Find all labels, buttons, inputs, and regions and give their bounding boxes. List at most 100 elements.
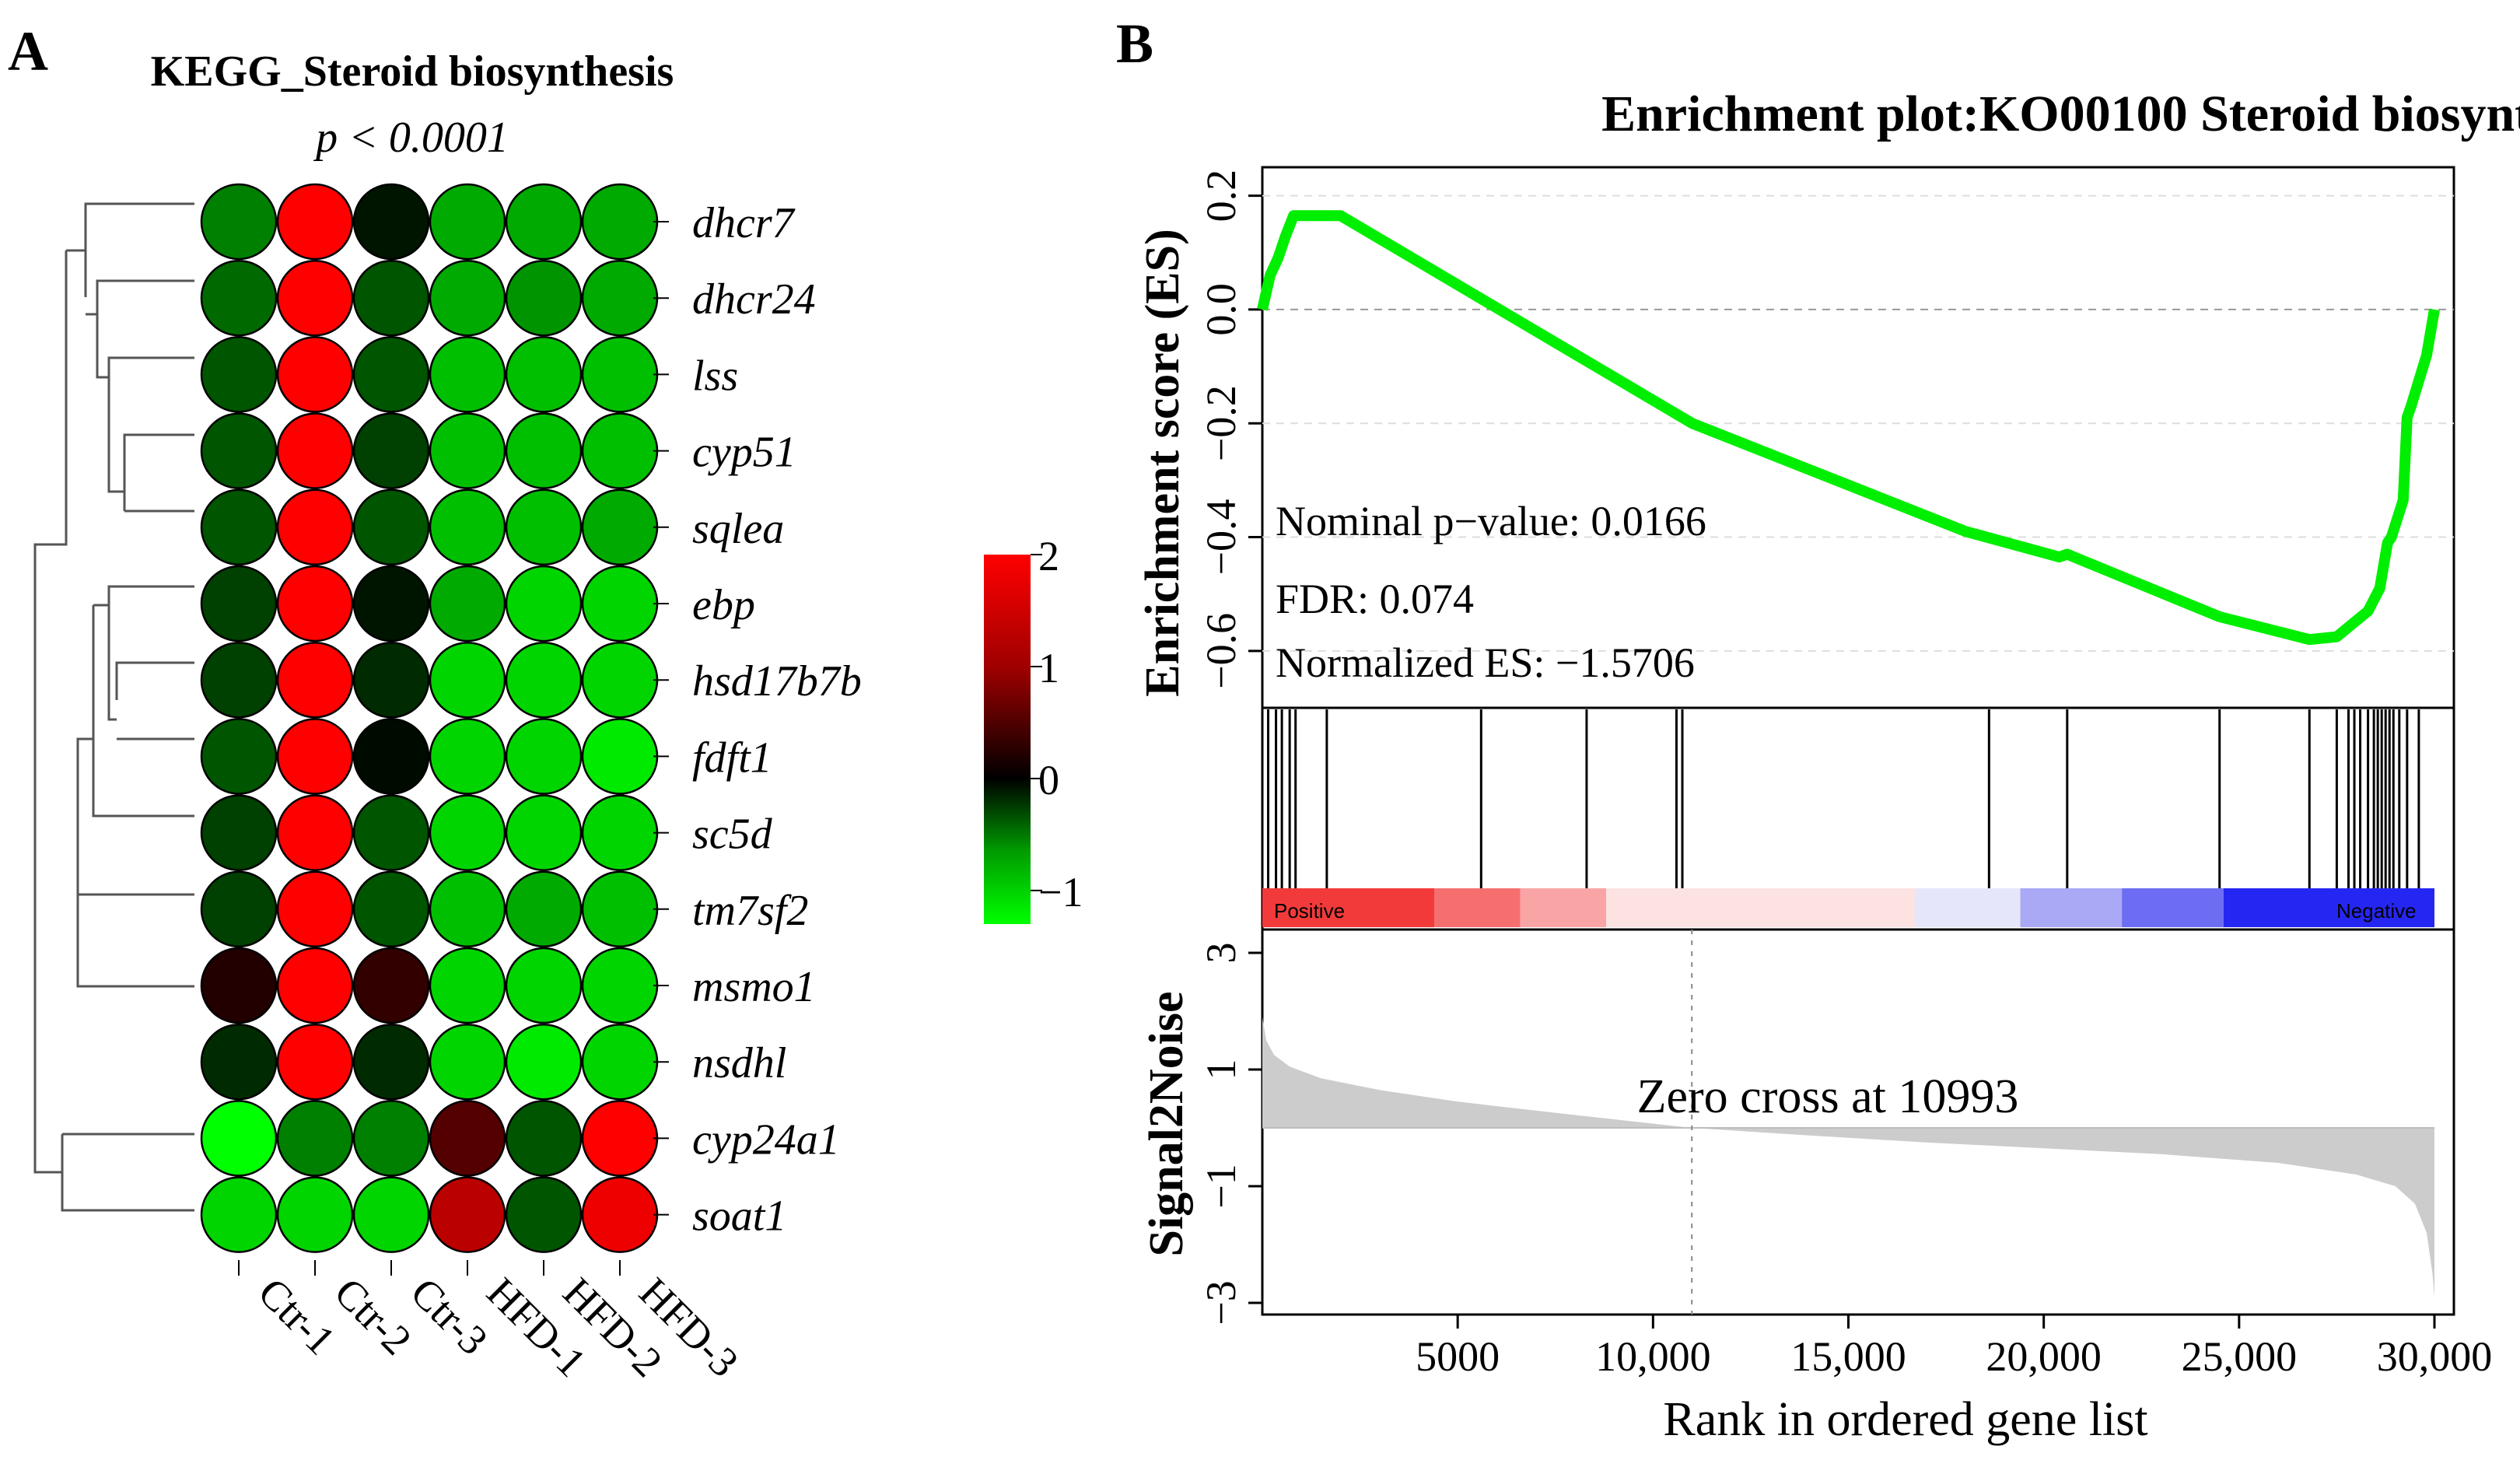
sample-label: Ctr-2 (326, 1269, 421, 1364)
es-y-tick-label: −0.6 (1198, 613, 1244, 689)
s2n-y-tick-label: −1 (1198, 1164, 1244, 1208)
heatmap-cell (505, 1100, 583, 1177)
rank-bar-segment (2020, 888, 2123, 927)
gene-label: sqlea (692, 505, 784, 553)
s2n-y-tick-label: 3 (1198, 943, 1244, 964)
rank-bar-negative-label: Negative (2336, 899, 2417, 923)
heatmap-cell (200, 259, 278, 337)
es-gridlines (1262, 194, 2454, 652)
heatmap-cell (429, 488, 506, 566)
heatmap-cell (505, 870, 583, 948)
heatmap-cell (352, 870, 430, 948)
rank-bar-positive-label: Positive (1274, 899, 1345, 923)
heatmap-cell (276, 565, 354, 642)
heatmap-cell (505, 412, 583, 489)
es-y-tick-label: −0.4 (1198, 499, 1244, 576)
heatmap-cell (505, 336, 583, 413)
colorbar-gradient (984, 555, 1031, 924)
heatmap-cell (200, 1176, 278, 1253)
rank-color-bar (1262, 888, 2434, 927)
s2n-x-tick-label: 5000 (1416, 1333, 1500, 1380)
heatmap-cell (352, 336, 430, 413)
heatmap-cell (581, 641, 659, 719)
gene-label: cyp24a1 (692, 1115, 840, 1164)
heatmap-cell (200, 870, 278, 948)
heatmap-cell (276, 1023, 354, 1101)
heatmap-cells (200, 183, 659, 1253)
gsea-title: Enrichment plot:KO00100 Steroid biosynth… (1601, 86, 2520, 142)
s2n-x-tick-label: 15,000 (1790, 1333, 1906, 1380)
heatmap-cell (276, 412, 354, 489)
es-y-tick-label: 0.2 (1198, 170, 1244, 222)
fdr-value: FDR: 0.074 (1276, 576, 1474, 622)
s2n-x-tick-label: 25,000 (2182, 1333, 2298, 1380)
heatmap-cell (352, 718, 430, 795)
gene-label: fdft1 (692, 734, 772, 782)
colorbar-tick-label: 0 (1038, 757, 1059, 804)
heatmap-cell (276, 794, 354, 871)
heatmap-cell (352, 259, 430, 337)
heatmap-cell (200, 947, 278, 1024)
heatmap-cell (429, 565, 506, 642)
heatmap-cell (276, 488, 354, 566)
heatmap-cell (505, 641, 583, 719)
nominal-p-value: Nominal p−value: 0.0166 (1276, 498, 1706, 544)
heatmap-cell (276, 947, 354, 1024)
es-y-ticks: 0.2 0.0 −0.2 −0.4 −0.6 (1198, 170, 1262, 689)
heatmap-cell (505, 947, 583, 1024)
heatmap-cell (581, 1023, 659, 1101)
gene-label: dhcr7 (692, 199, 796, 247)
heatmap-cell (352, 412, 430, 489)
heatmap-cell (276, 870, 354, 948)
heatmap-cell (352, 641, 430, 719)
panel-a-letter: A (8, 20, 48, 82)
panel-a: A KEGG_Steroid biosynthesis p < 0.0001 d… (8, 20, 1083, 1386)
heatmap-cell (200, 794, 278, 871)
heatmap-cell (505, 488, 583, 566)
heatmap-cell (352, 1023, 430, 1101)
s2n-x-tick-label: 20,000 (1986, 1333, 2102, 1380)
heatmap-cell (505, 794, 583, 871)
heatmap-cell (352, 565, 430, 642)
heatmap-cell (429, 870, 506, 948)
heatmap-cell (429, 1100, 506, 1177)
heatmap-cell (581, 870, 659, 948)
heatmap-cell (276, 718, 354, 795)
heatmap-cell (581, 1100, 659, 1177)
rank-bar-segment (1606, 888, 1915, 927)
heatmap-cell (200, 1100, 278, 1177)
heatmap-cell (429, 183, 506, 261)
heatmap-cell (200, 641, 278, 719)
heatmap-cell (200, 1023, 278, 1101)
es-y-tick-label: 0.0 (1198, 283, 1244, 336)
heatmap-subtitle: p < 0.0001 (313, 114, 509, 162)
signal2noise-area (1262, 1017, 2434, 1297)
heatmap-cell (581, 488, 659, 566)
heatmap-cell (200, 718, 278, 795)
heatmap-cell (429, 947, 506, 1024)
heatmap-cell (352, 183, 430, 261)
rank-bar-segment (2223, 888, 2434, 927)
sample-label: Ctr-1 (250, 1269, 345, 1364)
heatmap-cell (581, 183, 659, 261)
rank-bar-segment (1262, 888, 1435, 927)
rank-bar-segment (1914, 888, 2021, 927)
gene-label: tm7sf2 (692, 887, 808, 935)
heatmap-cell (200, 412, 278, 489)
heatmap-cell (581, 718, 659, 795)
s2n-y-tick-label: 1 (1198, 1059, 1244, 1080)
heatmap-cell (276, 1100, 354, 1177)
s2n-y-axis-title: Signal2Noise (1140, 991, 1193, 1256)
gene-label: msmo1 (692, 963, 816, 1011)
heatmap-cell (276, 641, 354, 719)
heatmap-cell (200, 565, 278, 642)
s2n-y-ticks: 3 1 −1 −3 (1198, 943, 1262, 1325)
heatmap-cell (429, 641, 506, 719)
panel-b: B Enrichment plot:KO00100 Steroid biosyn… (1116, 12, 2520, 1446)
colorbar-tick-label: 2 (1038, 533, 1059, 579)
gene-label: dhcr24 (692, 275, 816, 324)
gene-label: hsd17b7b (692, 657, 862, 705)
gene-label: cyp51 (692, 429, 796, 477)
rank-bar-segment (1434, 888, 1521, 927)
heatmap-cell (429, 336, 506, 413)
